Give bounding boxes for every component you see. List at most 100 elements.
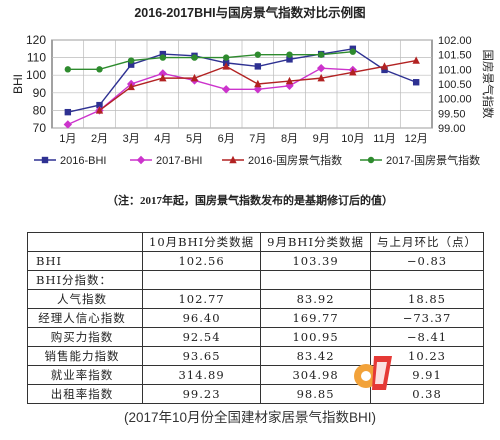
cell-sep (260, 270, 371, 290)
x-tick-label: 3月 (123, 133, 140, 145)
data-point (127, 61, 135, 68)
x-tick-label: 8月 (281, 133, 298, 145)
cell-sep: 169.77 (260, 308, 371, 328)
data-point (381, 66, 388, 74)
data-point (221, 85, 231, 94)
legend-swatch-marker (229, 155, 237, 164)
cell-sep: 98.85 (260, 384, 371, 404)
cell-oct: 93.65 (141, 346, 262, 366)
legend-swatch-marker (367, 156, 375, 164)
data-point (191, 54, 198, 61)
x-tick-label: 11月 (373, 133, 395, 145)
legend-label: 2017-BHI (156, 155, 202, 167)
row-label: BHI分指数： (27, 270, 143, 290)
legend: 2016-BHI 2017-BHI 2016-国房景气指数 2017-国房景气指数 (34, 153, 480, 167)
data-point (285, 81, 294, 90)
series-line (67, 51, 353, 71)
legend-swatch-marker (136, 155, 146, 165)
row-label: BHI (27, 251, 143, 271)
cell-change: −8.41 (370, 327, 484, 347)
data-point (286, 51, 293, 58)
data-point (159, 54, 167, 61)
cell-oct: 96.40 (141, 308, 262, 328)
table-row: BHI 102.56 103.39 −0.83 (27, 251, 484, 271)
data-point (316, 63, 326, 73)
cell-oct: 102.56 (141, 251, 262, 271)
data-point (222, 62, 230, 70)
table-row: BHI分指数： (27, 270, 484, 290)
data-point (254, 79, 262, 88)
y-tick-label: 120 (26, 33, 46, 47)
chart-title: 2016-2017BHI与国房景气指数对比示例图 (134, 5, 365, 20)
cell-change (370, 270, 484, 290)
y2-tick-label: 102.00 (438, 35, 472, 47)
y-tick-label: 90 (33, 86, 47, 100)
x-tick-label: 4月 (154, 133, 171, 145)
x-tick-label: 7月 (249, 133, 266, 145)
legend-label: 2016-国房景气指数 (248, 153, 342, 167)
table-row: 出租率指数 99.23 98.85 0.38 (27, 384, 484, 404)
y-tick-label: 110 (27, 51, 46, 65)
table-row: 销售能力指数 93.65 83.42 10.23 (27, 346, 484, 366)
data-point (127, 57, 135, 64)
data-point (64, 108, 72, 116)
data-point (254, 63, 262, 70)
grid (51, 39, 433, 129)
cell-sep: 103.39 (260, 251, 371, 271)
table-header-oct: 10月BHI分类数据 (141, 232, 262, 252)
cell-oct: 102.77 (141, 289, 262, 309)
chart-note: （注：2017年起，国房景气指数发布的是基期修订后的值） (107, 195, 393, 207)
chart: 2016-2017BHI与国房景气指数对比示例图 70 80 90 100 110 120… (11, 5, 495, 167)
y2-tick-label: 100.00 (438, 94, 472, 106)
row-label: 经理人信心指数 (27, 308, 143, 328)
table-header-sep: 9月BHI分类数据 (260, 232, 371, 252)
data-point (159, 73, 167, 82)
cell-oct (141, 270, 262, 290)
data-point (380, 62, 389, 70)
table-header-row: 10月BHI分类数据 9月BHI分类数据 与上月环比（点） (27, 232, 484, 252)
row-label: 销售能力指数 (27, 346, 143, 366)
cell-change: −0.83 (370, 251, 484, 271)
row-label: 出租率指数 (27, 384, 143, 404)
data-point (349, 48, 357, 55)
data-point (159, 50, 167, 58)
data-point (95, 106, 104, 114)
y2-tick-label: 99.50 (438, 108, 466, 120)
data-point (96, 66, 103, 73)
series-line (67, 48, 417, 113)
data-point (285, 76, 294, 85)
y2-tick-label: 101.50 (438, 50, 472, 62)
axes: 70 80 90 100 110 120 99.00 99.50 100.00 100.50 101… (11, 33, 495, 145)
x-tick-label: 5月 (186, 133, 203, 145)
bhi-table: 10月BHI分类数据 9月BHI分类数据 与上月环比（点） BHI 102.56 1… (27, 232, 484, 404)
data-point (317, 73, 325, 82)
row-label: 就业率指数 (27, 365, 143, 385)
x-tick-label: 9月 (313, 133, 330, 145)
cell-change: −73.37 (370, 308, 484, 328)
series-3 (95, 56, 420, 114)
cell-change: 18.85 (370, 289, 484, 309)
row-label: 人气指数 (27, 289, 143, 309)
data-point (158, 69, 168, 78)
row-label: 购买力指数 (27, 327, 143, 347)
data-point (317, 51, 325, 58)
series-4 (64, 48, 357, 73)
table-row: 经理人信心指数 96.40 169.77 −73.37 (27, 308, 484, 328)
legend-label: 2016-BHI (60, 155, 106, 167)
y-tick-label: 100 (26, 68, 46, 82)
figure-caption: (2017年10月份全国建材家居景气指数BHI) (123, 410, 377, 425)
legend-swatch-marker (41, 156, 49, 164)
data-point (96, 101, 103, 109)
y-tick-label: 70 (33, 121, 47, 135)
x-tick-label: 1月 (59, 133, 76, 145)
x-tick-label: 6月 (218, 133, 235, 145)
data-point (127, 82, 135, 91)
cell-oct: 99.23 (141, 384, 262, 404)
data-point (222, 54, 230, 61)
table-header-blank (27, 232, 143, 252)
table-row: 购买力指数 92.54 100.95 −8.41 (27, 327, 484, 347)
cell-change: 0.38 (370, 384, 484, 404)
data-point (349, 68, 357, 76)
y-tick-label: 80 (33, 103, 47, 117)
x-tick-label: 2月 (91, 133, 108, 145)
